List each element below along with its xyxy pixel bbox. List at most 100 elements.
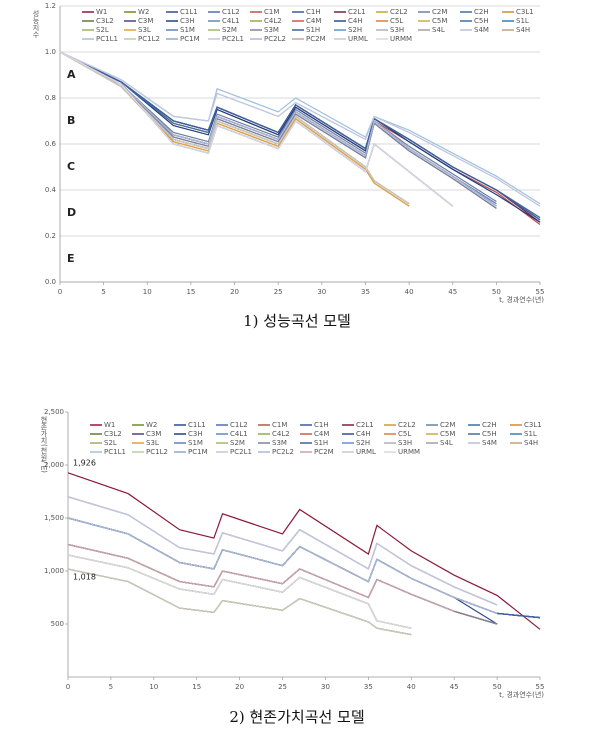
y-tick-label: 500 [51,620,64,628]
y-tick-label: 0.4 [45,186,57,194]
series-line [67,517,498,614]
series-line [59,51,541,219]
legend-label: C2L1 [356,421,374,429]
series-line [67,554,412,629]
x-tick-label: 5 [109,683,113,691]
legend-label: C3L2 [96,17,114,25]
x-tick-label: 35 [364,683,373,691]
legend-label: C5L [390,17,403,25]
legend-label: C1H [306,8,321,16]
legend-label: PC2L2 [264,35,286,43]
x-tick-label: 15 [186,288,195,296]
series-line [59,51,541,223]
series-line [59,51,497,207]
legend-label: C2H [474,8,489,16]
legend-label: C3H [188,430,203,438]
series-line [59,51,497,209]
zone-label: E [67,252,75,265]
y-tick-label: 2,000 [44,461,64,469]
legend-label: C2M [440,421,455,429]
series-line [67,568,412,636]
x-tick-label: 25 [278,683,287,691]
legend-label: S1L [516,17,529,25]
legend-label: S3M [272,439,287,447]
series-line [67,568,412,636]
legend-label: C4L2 [264,17,282,25]
x-tick-label: 45 [448,288,457,296]
legend-label: S3H [398,439,412,447]
legend-label: S2L [104,439,117,447]
y-tick-label: 2,500 [44,408,64,416]
series-line [67,568,412,636]
legend-label: C5H [482,430,497,438]
value-annotation: 1,018 [73,573,96,582]
legend-label: PC1M [188,448,208,456]
series-line [59,51,497,207]
legend-label: PC2L1 [222,35,244,43]
legend-label: S2M [222,26,237,34]
x-tick-label: 20 [230,288,239,296]
zone-label: D [67,206,76,219]
legend-label: S4L [440,439,453,447]
legend-label: PC1L1 [104,448,126,456]
series-line [59,51,541,205]
series-line [59,51,497,207]
legend-label: C3L2 [104,430,122,438]
legend-label: W2 [138,8,149,16]
series-line [59,51,497,207]
legend-label: C2M [432,8,447,16]
y-tick-label: 0.0 [45,278,56,286]
legend-label: C1L1 [180,8,198,16]
legend-label: PC1L2 [138,35,160,43]
legend-label: C1M [264,8,279,16]
legend-label: C5L [398,430,411,438]
x-tick-label: 30 [317,288,326,296]
series-line [59,51,541,223]
legend-label: S4H [524,439,538,447]
series-line [59,51,497,207]
legend-label: S1L [524,430,537,438]
legend-label: URMM [398,448,420,456]
series-line [59,51,497,203]
legend-label: C3M [138,17,153,25]
x-tick-label: 55 [536,288,545,296]
legend-label: PC2L1 [230,448,252,456]
series-line [59,51,497,205]
legend-label: S2L [96,26,109,34]
legend-label: C4M [314,430,329,438]
legend-label: S3L [146,439,159,447]
series-line [67,543,455,612]
legend-label: C4L2 [272,430,290,438]
legend-label: C4L1 [230,430,248,438]
legend-label: S2H [356,439,370,447]
x-tick-label: 30 [321,683,330,691]
legend-label: C3L1 [524,421,542,429]
y-tick-label: 0.8 [45,94,56,102]
x-tick-label: 0 [66,683,70,691]
legend-label: C3L1 [516,8,534,16]
series-line [59,51,497,207]
y-tick-label: 0.6 [45,140,57,148]
x-tick-label: 5 [101,288,105,296]
legend-label: W1 [104,421,115,429]
legend-label: PC1L2 [146,448,168,456]
legend-label: PC2M [314,448,334,456]
series-line [67,472,541,630]
legend-label: S2H [348,26,362,34]
y-tick-label: 1,500 [44,514,64,522]
legend-label: C4H [348,17,363,25]
y-tick-label: 1.2 [45,2,56,10]
x-tick-label: 40 [407,683,416,691]
series-line [59,51,497,205]
x-tick-label: 20 [235,683,244,691]
series-line [59,51,541,219]
legend-label: C5H [474,17,489,25]
legend-label: URML [348,35,368,43]
series-line [59,51,541,221]
legend-label: S1M [188,439,203,447]
legend-label: C2H [482,421,497,429]
series-line [59,51,454,207]
caption: 1) 성능곡선 모델 [243,312,351,330]
series-line [67,543,455,612]
